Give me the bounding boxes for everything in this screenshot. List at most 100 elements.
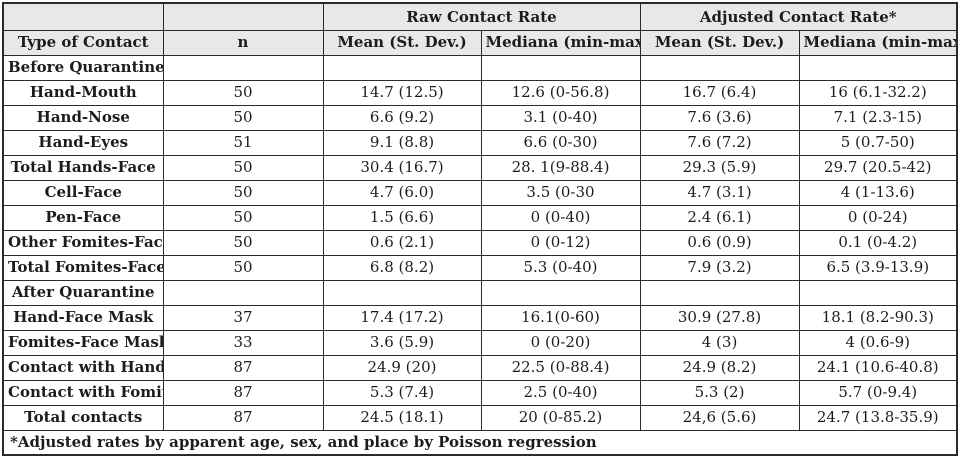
row-label: Hand-Face Mask xyxy=(2,304,164,331)
col-header-n: n xyxy=(162,29,324,56)
cell-adj-median: 24.7 (13.8-35.9) xyxy=(798,404,958,431)
row-label: Hand-Nose xyxy=(2,104,164,131)
cell-adj-median: 7.1 (2.3-15) xyxy=(798,104,958,131)
cell-n: 50 xyxy=(162,229,324,256)
table-row-hand-face-mask: Hand-Face Mask 37 17.4 (17.2) 16.1(0-60)… xyxy=(2,304,958,331)
col-header-type-of-contact: Type of Contact xyxy=(2,29,164,56)
cell-raw-median: 28. 1(9-88.4) xyxy=(480,154,641,181)
table-row-total-fomites-face: Total Fomites-Face 50 6.8 (8.2) 5.3 (0-4… xyxy=(2,254,958,281)
cell-raw-mean: 17.4 (17.2) xyxy=(322,304,482,331)
section-row-before-quarantine: Before Quarantine xyxy=(2,54,958,81)
row-label: Other Fomites-Face xyxy=(2,229,164,256)
cell-n: 50 xyxy=(162,254,324,281)
cell-adj-mean: 30.9 (27.8) xyxy=(639,304,800,331)
cell-adj-mean: 16.7 (6.4) xyxy=(639,79,800,106)
cell-adj-median: 16 (6.1-32.2) xyxy=(798,79,958,106)
cell-adj-mean: 5.3 (2) xyxy=(639,379,800,406)
table-row-contact-with-hands: Contact with Hands 87 24.9 (20) 22.5 (0-… xyxy=(2,354,958,381)
cell-n: 87 xyxy=(162,379,324,406)
cell-raw-mean: 3.6 (5.9) xyxy=(322,329,482,356)
table-row-hand-mouth: Hand-Mouth 50 14.7 (12.5) 12.6 (0-56.8) … xyxy=(2,79,958,106)
cell-raw-median: 12.6 (0-56.8) xyxy=(480,79,641,106)
table-footnote: *Adjusted rates by apparent age, sex, an… xyxy=(2,429,958,456)
cell-raw-median xyxy=(480,54,641,81)
cell-raw-mean: 4.7 (6.0) xyxy=(322,179,482,206)
cell-raw-median: 16.1(0-60) xyxy=(480,304,641,331)
cell-n: 37 xyxy=(162,304,324,331)
cell-n xyxy=(162,54,324,81)
cell-raw-mean: 0.6 (2.1) xyxy=(322,229,482,256)
cell-adj-median: 4 (1-13.6) xyxy=(798,179,958,206)
cell-adj-median: 5.7 (0-9.4) xyxy=(798,379,958,406)
section-label: Before Quarantine xyxy=(2,54,164,81)
table-row-hand-nose: Hand-Nose 50 6.6 (9.2) 3.1 (0-40) 7.6 (3… xyxy=(2,104,958,131)
cell-raw-mean: 5.3 (7.4) xyxy=(322,379,482,406)
cell-adj-median: 24.1 (10.6-40.8) xyxy=(798,354,958,381)
row-label: Contact with Fomites xyxy=(2,379,164,406)
cell-adj-median xyxy=(798,279,958,306)
table-row-hand-eyes: Hand-Eyes 51 9.1 (8.8) 6.6 (0-30) 7.6 (7… xyxy=(2,129,958,156)
table-row-total-contacts: Total contacts 87 24.5 (18.1) 20 (0-85.2… xyxy=(2,404,958,431)
row-label: Hand-Mouth xyxy=(2,79,164,106)
cell-n: 51 xyxy=(162,129,324,156)
cell-adj-mean: 0.6 (0.9) xyxy=(639,229,800,256)
col-header-adj-mean: Mean (St. Dev.) xyxy=(639,29,800,56)
cell-raw-mean: 30.4 (16.7) xyxy=(322,154,482,181)
table-footer: *Adjusted rates by apparent age, sex, an… xyxy=(2,429,958,456)
cell-adj-median: 29.7 (20.5-42) xyxy=(798,154,958,181)
cell-raw-median: 0 (0-40) xyxy=(480,204,641,231)
footnote-row: *Adjusted rates by apparent age, sex, an… xyxy=(2,429,958,456)
table-body: Before Quarantine Hand-Mouth 50 14.7 (12… xyxy=(2,54,958,431)
cell-adj-median: 0.1 (0-4.2) xyxy=(798,229,958,256)
cell-adj-mean: 4.7 (3.1) xyxy=(639,179,800,206)
cell-adj-mean: 7.6 (7.2) xyxy=(639,129,800,156)
cell-n: 50 xyxy=(162,104,324,131)
cell-raw-median: 0 (0-12) xyxy=(480,229,641,256)
cell-raw-mean: 6.8 (8.2) xyxy=(322,254,482,281)
group-header-empty-type xyxy=(2,2,164,31)
cell-raw-median: 5.3 (0-40) xyxy=(480,254,641,281)
cell-raw-mean: 1.5 (6.6) xyxy=(322,204,482,231)
cell-adj-mean: 4 (3) xyxy=(639,329,800,356)
cell-raw-mean xyxy=(322,279,482,306)
group-header-raw: Raw Contact Rate xyxy=(322,2,641,31)
cell-adj-mean: 24.9 (8.2) xyxy=(639,354,800,381)
column-header-row: Type of Contact n Mean (St. Dev.) Median… xyxy=(2,29,958,56)
cell-raw-mean: 24.5 (18.1) xyxy=(322,404,482,431)
table-row-other-fomites-face: Other Fomites-Face 50 0.6 (2.1) 0 (0-12)… xyxy=(2,229,958,256)
row-label: Contact with Hands xyxy=(2,354,164,381)
cell-adj-mean: 24,6 (5.6) xyxy=(639,404,800,431)
cell-adj-median: 6.5 (3.9-13.9) xyxy=(798,254,958,281)
row-label: Pen-Face xyxy=(2,204,164,231)
cell-adj-mean: 7.9 (3.2) xyxy=(639,254,800,281)
row-label: Total Hands-Face xyxy=(2,154,164,181)
row-label: Total Fomites-Face xyxy=(2,254,164,281)
group-header-empty-n xyxy=(162,2,324,31)
table-row-total-hands-face: Total Hands-Face 50 30.4 (16.7) 28. 1(9-… xyxy=(2,154,958,181)
cell-raw-mean: 6.6 (9.2) xyxy=(322,104,482,131)
contact-rate-table: Raw Contact Rate Adjusted Contact Rate* … xyxy=(2,2,958,456)
row-label: Fomites-Face Mask xyxy=(2,329,164,356)
row-label: Hand-Eyes xyxy=(2,129,164,156)
cell-raw-median: 20 (0-85.2) xyxy=(480,404,641,431)
cell-n: 87 xyxy=(162,404,324,431)
cell-adj-mean xyxy=(639,54,800,81)
table-row-contact-with-fomites: Contact with Fomites 87 5.3 (7.4) 2.5 (0… xyxy=(2,379,958,406)
cell-raw-median xyxy=(480,279,641,306)
col-header-adj-median: Mediana (min-max) xyxy=(798,29,958,56)
cell-adj-mean: 7.6 (3.6) xyxy=(639,104,800,131)
cell-adj-median: 0 (0-24) xyxy=(798,204,958,231)
section-label: After Quarantine xyxy=(2,279,164,306)
cell-adj-median: 18.1 (8.2-90.3) xyxy=(798,304,958,331)
cell-raw-median: 2.5 (0-40) xyxy=(480,379,641,406)
cell-n: 50 xyxy=(162,79,324,106)
cell-raw-mean: 24.9 (20) xyxy=(322,354,482,381)
cell-raw-median: 3.1 (0-40) xyxy=(480,104,641,131)
cell-adj-median xyxy=(798,54,958,81)
row-label: Cell-Face xyxy=(2,179,164,206)
col-header-raw-median: Mediana (min-max) xyxy=(480,29,641,56)
cell-raw-median: 6.6 (0-30) xyxy=(480,129,641,156)
cell-raw-median: 3.5 (0-30 xyxy=(480,179,641,206)
cell-adj-median: 5 (0.7-50) xyxy=(798,129,958,156)
cell-adj-median: 4 (0.6-9) xyxy=(798,329,958,356)
